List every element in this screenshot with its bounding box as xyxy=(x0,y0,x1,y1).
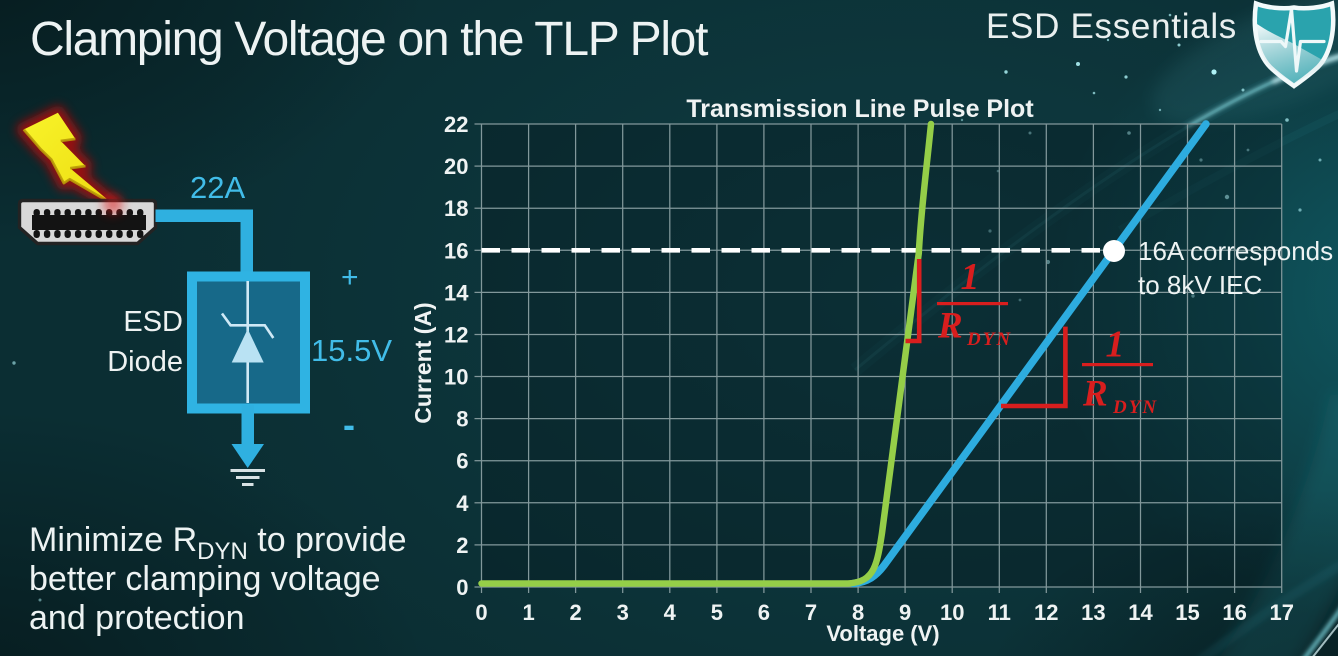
svg-text:0: 0 xyxy=(475,600,487,625)
svg-text:10: 10 xyxy=(940,600,964,625)
svg-text:22: 22 xyxy=(444,112,468,137)
svg-text:16: 16 xyxy=(1222,600,1246,625)
svg-text:2: 2 xyxy=(569,600,581,625)
svg-text:-: - xyxy=(343,404,355,445)
svg-text:11: 11 xyxy=(988,600,1011,625)
svg-text:+: + xyxy=(341,261,359,294)
svg-text:Current (A): Current (A) xyxy=(410,302,436,423)
svg-text:16: 16 xyxy=(444,238,468,263)
svg-text:1: 1 xyxy=(1106,324,1125,366)
svg-text:Voltage (V): Voltage (V) xyxy=(826,621,939,646)
svg-text:2: 2 xyxy=(456,533,468,558)
svg-text:5: 5 xyxy=(711,600,723,625)
svg-text:R: R xyxy=(937,306,963,347)
svg-text:9: 9 xyxy=(899,600,911,625)
svg-text:Diode: Diode xyxy=(107,346,183,378)
svg-text:Transmission Line Pulse Plot: Transmission Line Pulse Plot xyxy=(686,95,1034,123)
svg-text:12: 12 xyxy=(1034,600,1058,625)
svg-text:7: 7 xyxy=(805,600,817,625)
svg-text:13: 13 xyxy=(1081,600,1105,625)
svg-text:14: 14 xyxy=(444,280,469,305)
svg-text:20: 20 xyxy=(444,154,468,179)
svg-text:6: 6 xyxy=(758,600,770,625)
svg-text:8: 8 xyxy=(852,600,864,625)
svg-text:6: 6 xyxy=(456,449,468,474)
svg-text:22A: 22A xyxy=(190,170,245,205)
svg-text:0: 0 xyxy=(456,575,468,600)
svg-text:18: 18 xyxy=(444,196,468,221)
svg-text:1: 1 xyxy=(961,256,980,298)
svg-text:DYN: DYN xyxy=(1112,397,1158,418)
svg-text:3: 3 xyxy=(617,600,629,625)
svg-text:DYN: DYN xyxy=(966,329,1012,350)
svg-text:1: 1 xyxy=(522,600,534,625)
svg-text:12: 12 xyxy=(444,323,468,348)
svg-text:8: 8 xyxy=(456,407,468,432)
svg-text:ESD: ESD xyxy=(123,306,183,338)
svg-text:R: R xyxy=(1082,374,1108,415)
svg-text:4: 4 xyxy=(456,491,469,516)
svg-text:17: 17 xyxy=(1269,600,1293,625)
svg-text:15: 15 xyxy=(1175,600,1199,625)
svg-text:10: 10 xyxy=(444,365,468,390)
svg-text:14: 14 xyxy=(1128,600,1153,625)
svg-text:4: 4 xyxy=(664,600,677,625)
svg-text:15.5V: 15.5V xyxy=(311,333,392,368)
